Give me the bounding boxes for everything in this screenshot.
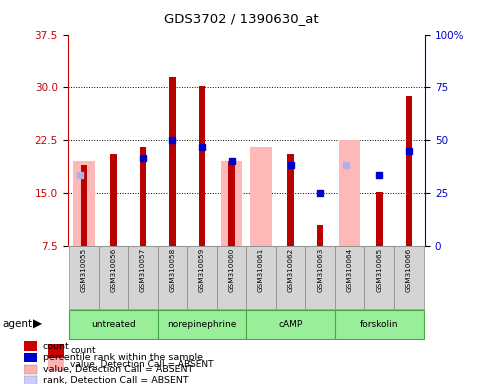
- FancyBboxPatch shape: [128, 246, 158, 309]
- Bar: [169, 77, 176, 246]
- Text: forskolin: forskolin: [360, 320, 398, 329]
- FancyBboxPatch shape: [187, 246, 217, 309]
- Bar: [48, 358, 64, 371]
- Bar: [199, 86, 205, 246]
- Text: GSM310065: GSM310065: [376, 248, 382, 292]
- FancyBboxPatch shape: [158, 246, 187, 309]
- Bar: [110, 154, 117, 246]
- FancyBboxPatch shape: [69, 246, 99, 309]
- Text: ▶: ▶: [33, 318, 42, 331]
- FancyBboxPatch shape: [69, 310, 158, 339]
- Text: GSM310066: GSM310066: [406, 248, 412, 292]
- Bar: [251, 147, 272, 246]
- Bar: [406, 96, 412, 246]
- Bar: [339, 140, 360, 246]
- Text: cAMP: cAMP: [279, 320, 303, 329]
- Bar: [24, 376, 37, 384]
- Text: GSM310058: GSM310058: [170, 248, 175, 292]
- Text: GSM310062: GSM310062: [288, 248, 294, 292]
- Bar: [24, 365, 37, 374]
- Text: GSM310060: GSM310060: [228, 248, 235, 292]
- Text: GSM310055: GSM310055: [81, 248, 87, 292]
- FancyBboxPatch shape: [335, 310, 424, 339]
- FancyBboxPatch shape: [365, 246, 394, 309]
- Bar: [317, 225, 324, 246]
- Text: GSM310059: GSM310059: [199, 248, 205, 292]
- Text: count: count: [70, 346, 96, 355]
- FancyBboxPatch shape: [246, 246, 276, 309]
- FancyBboxPatch shape: [305, 246, 335, 309]
- Bar: [24, 341, 37, 351]
- Bar: [287, 154, 294, 246]
- Text: untreated: untreated: [91, 320, 136, 329]
- Bar: [376, 192, 383, 246]
- Text: GSM310063: GSM310063: [317, 248, 323, 292]
- Text: agent: agent: [2, 319, 32, 329]
- Bar: [48, 344, 64, 358]
- Bar: [24, 353, 37, 362]
- FancyBboxPatch shape: [276, 246, 305, 309]
- FancyBboxPatch shape: [217, 246, 246, 309]
- Bar: [221, 161, 242, 246]
- Text: rank, Detection Call = ABSENT: rank, Detection Call = ABSENT: [43, 376, 188, 384]
- Text: value, Detection Call = ABSENT: value, Detection Call = ABSENT: [70, 360, 213, 369]
- FancyBboxPatch shape: [394, 246, 424, 309]
- Text: percentile rank within the sample: percentile rank within the sample: [43, 353, 203, 362]
- Bar: [140, 147, 146, 246]
- FancyBboxPatch shape: [158, 310, 246, 339]
- FancyBboxPatch shape: [246, 310, 335, 339]
- Text: norepinephrine: norepinephrine: [167, 320, 237, 329]
- Text: count: count: [43, 342, 70, 351]
- FancyBboxPatch shape: [99, 246, 128, 309]
- Text: GSM310064: GSM310064: [347, 248, 353, 292]
- Bar: [228, 161, 235, 246]
- Text: value, Detection Call = ABSENT: value, Detection Call = ABSENT: [43, 365, 193, 374]
- Text: GSM310057: GSM310057: [140, 248, 146, 292]
- Bar: [81, 165, 87, 246]
- Text: GSM310056: GSM310056: [111, 248, 116, 292]
- Bar: [73, 161, 95, 246]
- Text: GDS3702 / 1390630_at: GDS3702 / 1390630_at: [164, 12, 319, 25]
- FancyBboxPatch shape: [335, 246, 365, 309]
- Text: GSM310061: GSM310061: [258, 248, 264, 292]
